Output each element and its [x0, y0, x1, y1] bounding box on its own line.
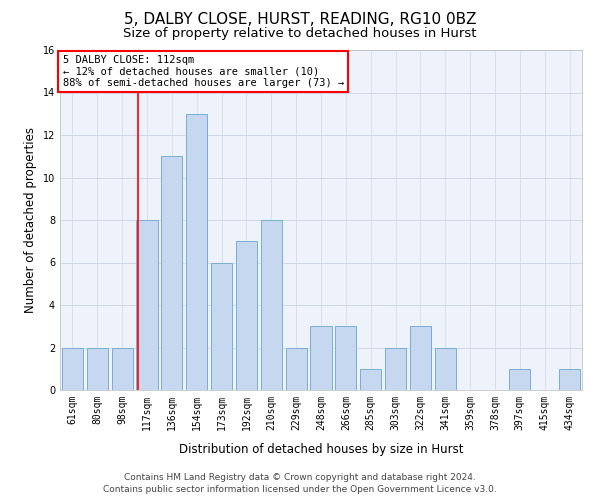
Bar — [335, 326, 356, 390]
Text: 5 DALBY CLOSE: 112sqm
← 12% of detached houses are smaller (10)
88% of semi-deta: 5 DALBY CLOSE: 112sqm ← 12% of detached … — [62, 55, 344, 88]
Bar — [136, 220, 158, 390]
Bar — [310, 326, 332, 390]
Text: Contains public sector information licensed under the Open Government Licence v3: Contains public sector information licen… — [103, 485, 497, 494]
Bar — [261, 220, 282, 390]
Bar — [161, 156, 182, 390]
Bar — [112, 348, 133, 390]
Bar — [186, 114, 207, 390]
Bar — [509, 369, 530, 390]
Text: Distribution of detached houses by size in Hurst: Distribution of detached houses by size … — [179, 442, 463, 456]
Bar — [286, 348, 307, 390]
Bar — [410, 326, 431, 390]
Bar — [385, 348, 406, 390]
Text: 5, DALBY CLOSE, HURST, READING, RG10 0BZ: 5, DALBY CLOSE, HURST, READING, RG10 0BZ — [124, 12, 476, 28]
Bar — [559, 369, 580, 390]
Bar — [62, 348, 83, 390]
Bar — [211, 262, 232, 390]
Text: Size of property relative to detached houses in Hurst: Size of property relative to detached ho… — [123, 28, 477, 40]
Text: Contains HM Land Registry data © Crown copyright and database right 2024.: Contains HM Land Registry data © Crown c… — [124, 472, 476, 482]
Bar — [87, 348, 108, 390]
Bar — [360, 369, 381, 390]
Bar — [435, 348, 456, 390]
Y-axis label: Number of detached properties: Number of detached properties — [24, 127, 37, 313]
Bar — [236, 242, 257, 390]
